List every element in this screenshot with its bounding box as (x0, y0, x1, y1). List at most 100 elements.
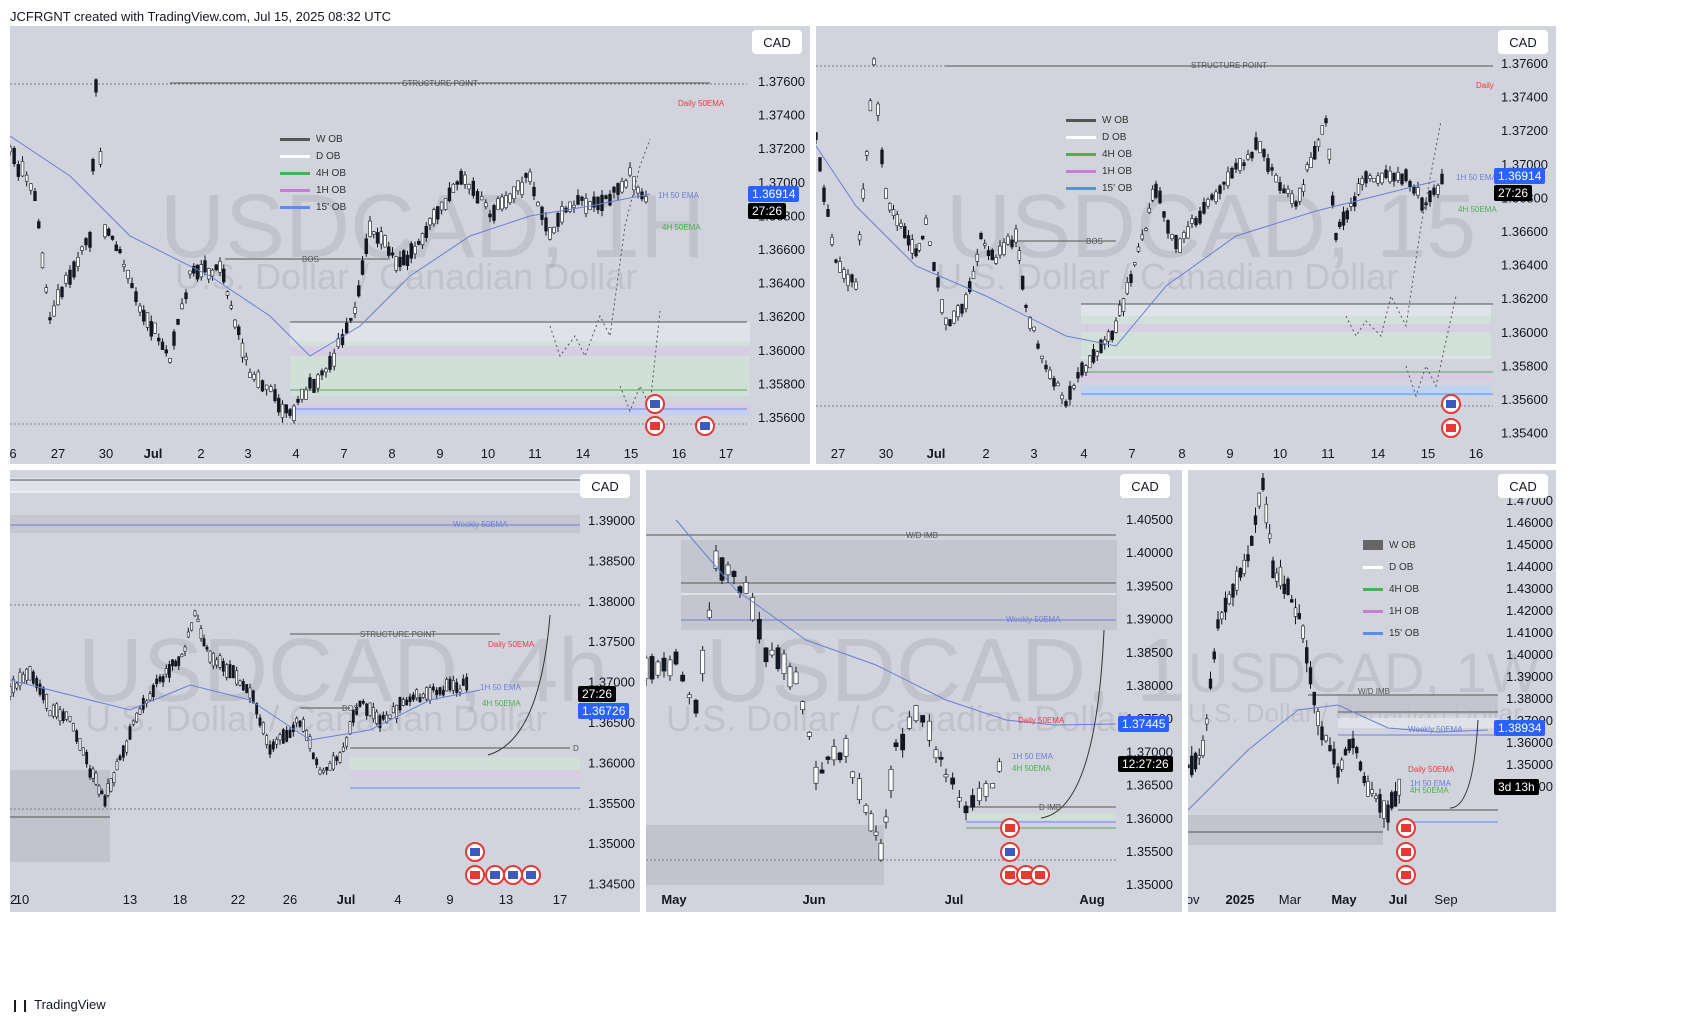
flag-icon (1035, 871, 1045, 879)
candle-body (164, 349, 168, 354)
candle-body (933, 749, 939, 759)
chart-header: JCFRGNT created with TradingView.com, Ju… (10, 9, 392, 24)
candle-body (148, 693, 152, 701)
candle-body (110, 235, 115, 240)
candle-body (800, 701, 806, 710)
y-axis-tick: 1.36000 (1506, 735, 1553, 750)
candle-body (21, 674, 25, 684)
x-axis-tick: May (661, 892, 687, 907)
target-arrow-curve (487, 614, 551, 756)
candle-body (1278, 566, 1283, 587)
candle-body (673, 651, 679, 665)
candle-body (103, 795, 107, 807)
candle-body (340, 334, 345, 346)
candle-body (1231, 583, 1235, 598)
candle-body (172, 331, 176, 346)
candle-body (1327, 148, 1332, 160)
candle-body (536, 201, 540, 207)
candle-body (1312, 691, 1316, 706)
last-price-tag: 1.36914 (1494, 168, 1546, 184)
candle-body (769, 649, 775, 656)
chart-panel-1d[interactable]: USDCAD, 1D U.S. Dollar / Canadian Dollar… (646, 470, 1182, 912)
currency-button[interactable]: CAD (1498, 30, 1548, 54)
candle-body (888, 203, 892, 211)
y-axis-tick: 1.35500 (588, 796, 635, 811)
y-axis-tick: 1.44000 (1506, 559, 1553, 574)
legend-1h-ob: 1H OB (316, 185, 347, 196)
candle-body (38, 683, 42, 695)
chart-panel-1w[interactable]: USDCAD, 1W U.S. Dollar / Canadian Dollar… (1188, 470, 1556, 912)
currency-button[interactable]: CAD (1498, 474, 1548, 498)
candle-body (604, 195, 608, 200)
candle-body (1125, 282, 1129, 294)
candle-body (512, 186, 516, 199)
candle-body (865, 151, 869, 156)
candle-body (268, 744, 272, 755)
candle-body (1364, 171, 1368, 184)
chart-label-bos: BOS (1086, 237, 1103, 246)
x-axis-tick: Jul (927, 446, 946, 461)
candle-body (413, 246, 417, 255)
candle-body (540, 206, 544, 220)
candle-body (151, 684, 155, 698)
bar-countdown: 12:27:26 (1118, 756, 1173, 772)
currency-button[interactable]: CAD (580, 474, 630, 498)
candle-body (261, 722, 265, 734)
x-axis-tick: 22 (10, 892, 17, 907)
candle-body (743, 581, 749, 594)
candle-body (265, 735, 269, 745)
candle-body (252, 373, 256, 380)
candle-body (115, 761, 119, 771)
chart-label-wd_imb: W/D IMB (1358, 687, 1390, 696)
candle-body (199, 628, 203, 639)
x-axis-tick: 3 (1030, 446, 1037, 461)
candle-body (68, 715, 72, 722)
candle-body (713, 550, 719, 569)
chart-panel-4h[interactable]: USDCAD, 4h U.S. Dollar / Canadian Dollar… (10, 470, 640, 912)
candle-body (1095, 351, 1099, 357)
x-axis-tick: Jul (337, 892, 356, 907)
candle-body (1320, 726, 1324, 741)
candle-body (1253, 515, 1258, 525)
candle-body (41, 687, 45, 701)
candle-body (114, 244, 118, 251)
currency-button[interactable]: CAD (752, 30, 802, 54)
tradingview-footer: ❙❙ TradingView (10, 997, 106, 1012)
candle-body (1282, 188, 1286, 194)
candle-body (51, 704, 55, 717)
candle-body (288, 409, 292, 416)
candle-body (351, 709, 355, 723)
candle-body (264, 384, 269, 391)
candle-body (857, 234, 862, 241)
candle-body (391, 706, 395, 714)
flag-icon (650, 422, 660, 430)
chart-label-daily_ema: Daily 50EMA (488, 640, 535, 649)
candle-body (1358, 761, 1363, 771)
candle-body (1297, 612, 1301, 620)
candle-body (231, 665, 235, 679)
candle-body (298, 720, 302, 727)
candle-body (245, 684, 249, 693)
bar-countdown: 27:26 (748, 203, 787, 219)
candle-body (316, 374, 320, 389)
candle-body (1084, 365, 1088, 373)
candle-body (1388, 170, 1392, 183)
currency-button[interactable]: CAD (1120, 474, 1170, 498)
candle-body (238, 680, 242, 686)
candle-body (1341, 211, 1346, 226)
chart-panel-1h[interactable]: USDCAD, 1H U.S. Dollar / Canadian Dollar… (10, 26, 810, 464)
candle-body (1068, 385, 1072, 400)
candle-body (415, 689, 419, 699)
candle-body (202, 638, 206, 647)
candle-body (868, 813, 874, 832)
candle-body (1227, 594, 1231, 605)
chart-label-daily_ema: Daily (1476, 81, 1494, 90)
y-axis-tick: 1.38000 (588, 594, 635, 609)
candle-body (37, 221, 41, 229)
candle-body (826, 209, 830, 217)
candle-body (387, 246, 391, 256)
y-axis-tick: 1.39000 (1126, 612, 1173, 627)
candle-body (1324, 118, 1328, 124)
chart-panel-15m[interactable]: USDCAD, 15 U.S. Dollar / Canadian Dollar… (816, 26, 1556, 464)
candle-body (420, 233, 425, 245)
